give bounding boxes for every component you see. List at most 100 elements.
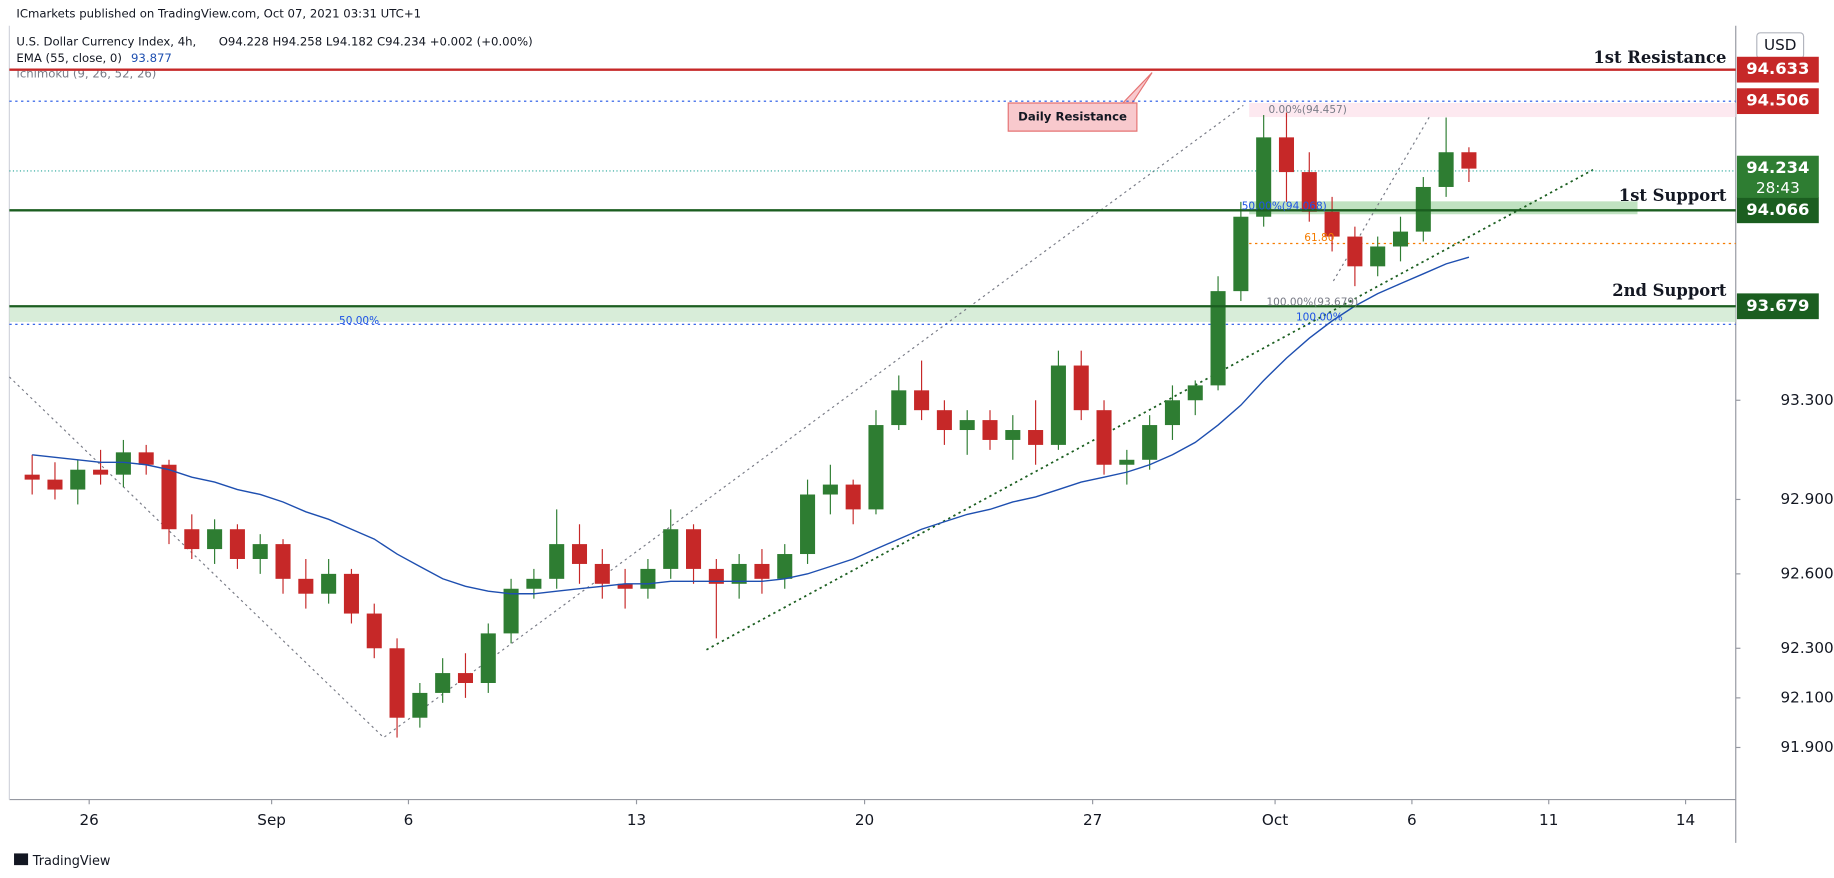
candle-body [115,452,131,475]
candle-body [1210,291,1226,386]
price-label: 94.066 [1746,200,1809,219]
candle-body [640,568,656,589]
x-tick-label: 6 [404,811,414,829]
x-tick-label: 11 [1539,811,1558,829]
candle-body [1142,425,1158,460]
candle-body [1438,152,1454,187]
x-tick-label: 26 [80,811,99,829]
candle-body [47,479,63,490]
fib-label: 50.00%(94.068) [1242,200,1327,212]
symbol: U.S. Dollar Currency Index, 4h, [16,35,196,49]
candle-body [1119,459,1135,465]
price-label: 94.506 [1746,91,1809,110]
level-name: 2nd Support [1612,281,1727,300]
candle-body [457,673,473,683]
price-box [1736,197,1819,224]
candle-body [731,563,747,584]
y-tick-label: 92.300 [1781,639,1834,657]
candle-body [1050,365,1066,445]
y-tick-label: 92.600 [1781,564,1834,582]
x-tick-label: Sep [257,811,286,829]
candle-body [1028,430,1044,445]
candle-body [914,390,930,411]
footer: TradingView [32,854,111,869]
price-box [1736,155,1819,198]
resistance-zone [1249,103,1736,118]
candle-body [1256,137,1272,217]
candle-body [252,544,268,559]
candle-body [571,544,588,564]
price-box [1736,56,1819,83]
candle-body [708,568,724,584]
ichimoku-label: Ichimoku (9, 26, 52, 26) [16,66,156,80]
fib-label: 0.00%(94.457) [1268,104,1346,116]
y-tick-label: 91.900 [1781,738,1834,756]
y-tick-label: 92.900 [1781,490,1834,508]
currency: USD [1764,36,1796,54]
candle-body [845,484,861,510]
candle-body [777,554,793,579]
candle-body [207,529,223,550]
candle-body [868,425,884,510]
x-tick-label: 27 [1083,811,1102,829]
candle-body [275,544,291,579]
ohlc: O94.228 H94.258 L94.182 C94.234 +0.002 (… [219,35,533,49]
candle-body [1073,365,1089,411]
candle-body [686,529,702,569]
candle-body [526,578,542,589]
callout-text: Daily Resistance [1018,110,1127,124]
candle-body [298,578,314,594]
y-tick-label: 93.300 [1781,391,1834,409]
candle-body [1187,385,1203,401]
price-box [1736,293,1819,320]
candle-body [594,563,610,584]
candle-body [1164,400,1180,426]
ema-line [32,256,1470,595]
candle-body [321,573,337,594]
candle-body [184,529,200,550]
current-price: 94.234 [1746,158,1809,177]
candle-body [617,583,633,589]
fib-label: 100.00% [1296,311,1343,323]
candle-body [891,390,907,426]
y-tick-label: 92.100 [1781,688,1834,706]
x-tick-label: 13 [627,811,646,829]
price-box [1736,88,1819,115]
candle-body [24,474,40,480]
support-zone [9,306,1736,322]
callout [1007,72,1153,132]
candle-body [138,452,154,465]
candle-body [93,469,109,475]
candle-body [959,420,975,431]
candle-body [1233,216,1249,292]
x-tick-label: Oct [1262,811,1288,829]
fib-label: 61.80 [1304,232,1334,244]
countdown: 28:43 [1756,179,1800,197]
price-label: 93.679 [1746,296,1809,315]
trend-line [1332,116,1430,282]
x-tick-label: 6 [1407,811,1417,829]
candle-body [1347,236,1363,267]
candle-body [754,563,770,579]
candle-body [1392,231,1409,247]
candle-body [343,573,359,614]
candle-body [412,692,428,718]
candle-body [435,673,451,693]
candle-body [366,613,382,649]
candle-body [480,633,496,683]
candle-body [549,544,565,579]
candle-body [1324,211,1340,237]
x-tick-label: 14 [1676,811,1695,829]
candle-body [1370,246,1386,267]
candle-body [229,529,245,559]
trend-line [706,168,1594,651]
ema-label: EMA (55, close, 0) [16,51,122,65]
x-tick-label: 20 [855,811,874,829]
candle-body [663,529,679,569]
candle-body [1461,152,1477,169]
candle-body [161,464,177,530]
publisher: ICmarkets published on TradingView.com, … [16,7,421,21]
candle-body [389,648,405,718]
